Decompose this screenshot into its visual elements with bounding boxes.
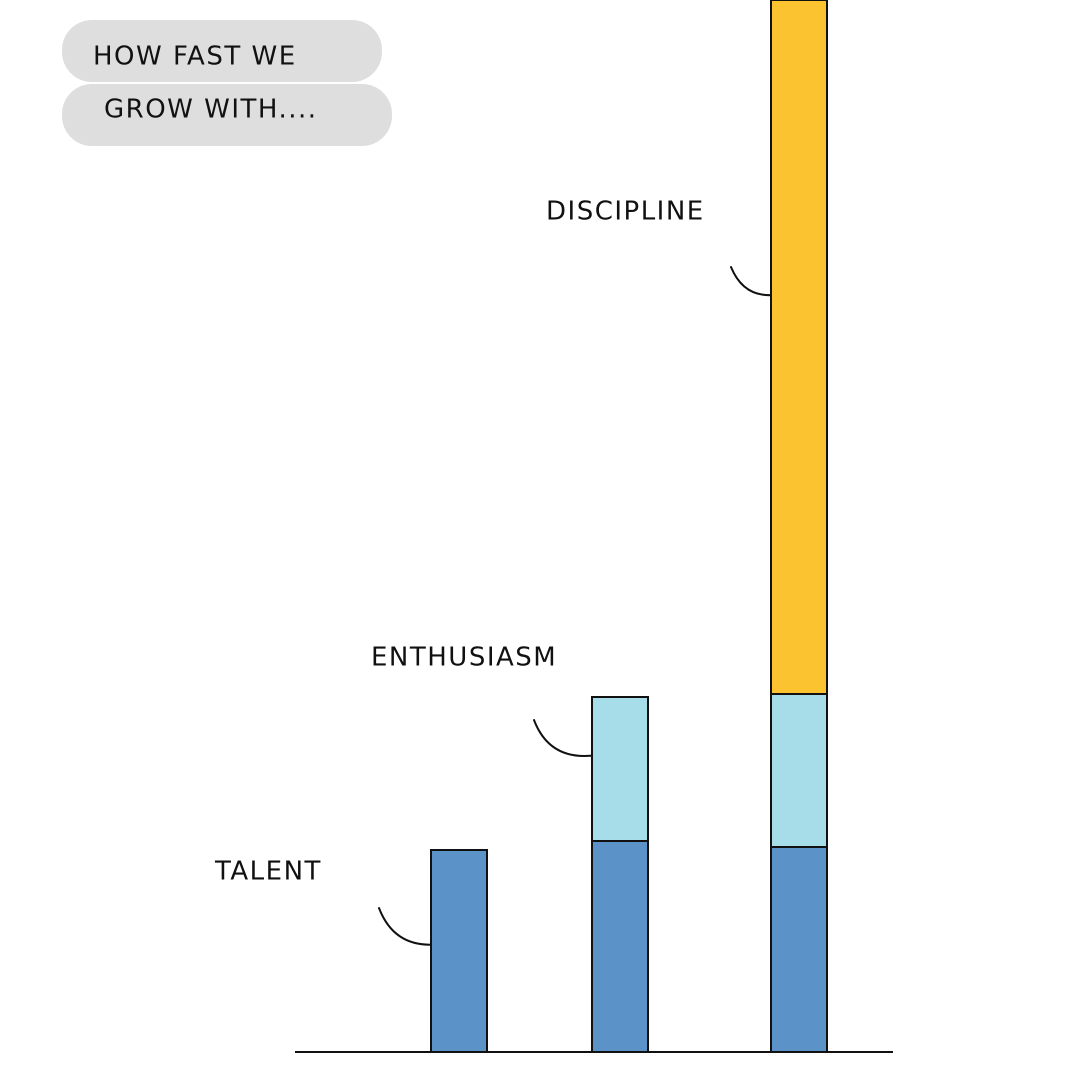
bar-segment [430,849,488,1053]
bar-segment [591,696,649,842]
series-label: TALENT [214,857,322,887]
series-label: DISCIPLINE [546,197,705,227]
leader-line [533,719,598,757]
title-line: HOW FAST WE [93,42,297,72]
bar-segment [770,0,828,695]
title-pill [62,84,392,146]
bar-segment [591,840,649,1053]
title-pill [62,20,382,82]
bar-segment [770,693,828,848]
bar-segment [770,846,828,1053]
title-line: GROW WITH.... [104,95,318,125]
series-label: ENTHUSIASM [371,643,557,673]
